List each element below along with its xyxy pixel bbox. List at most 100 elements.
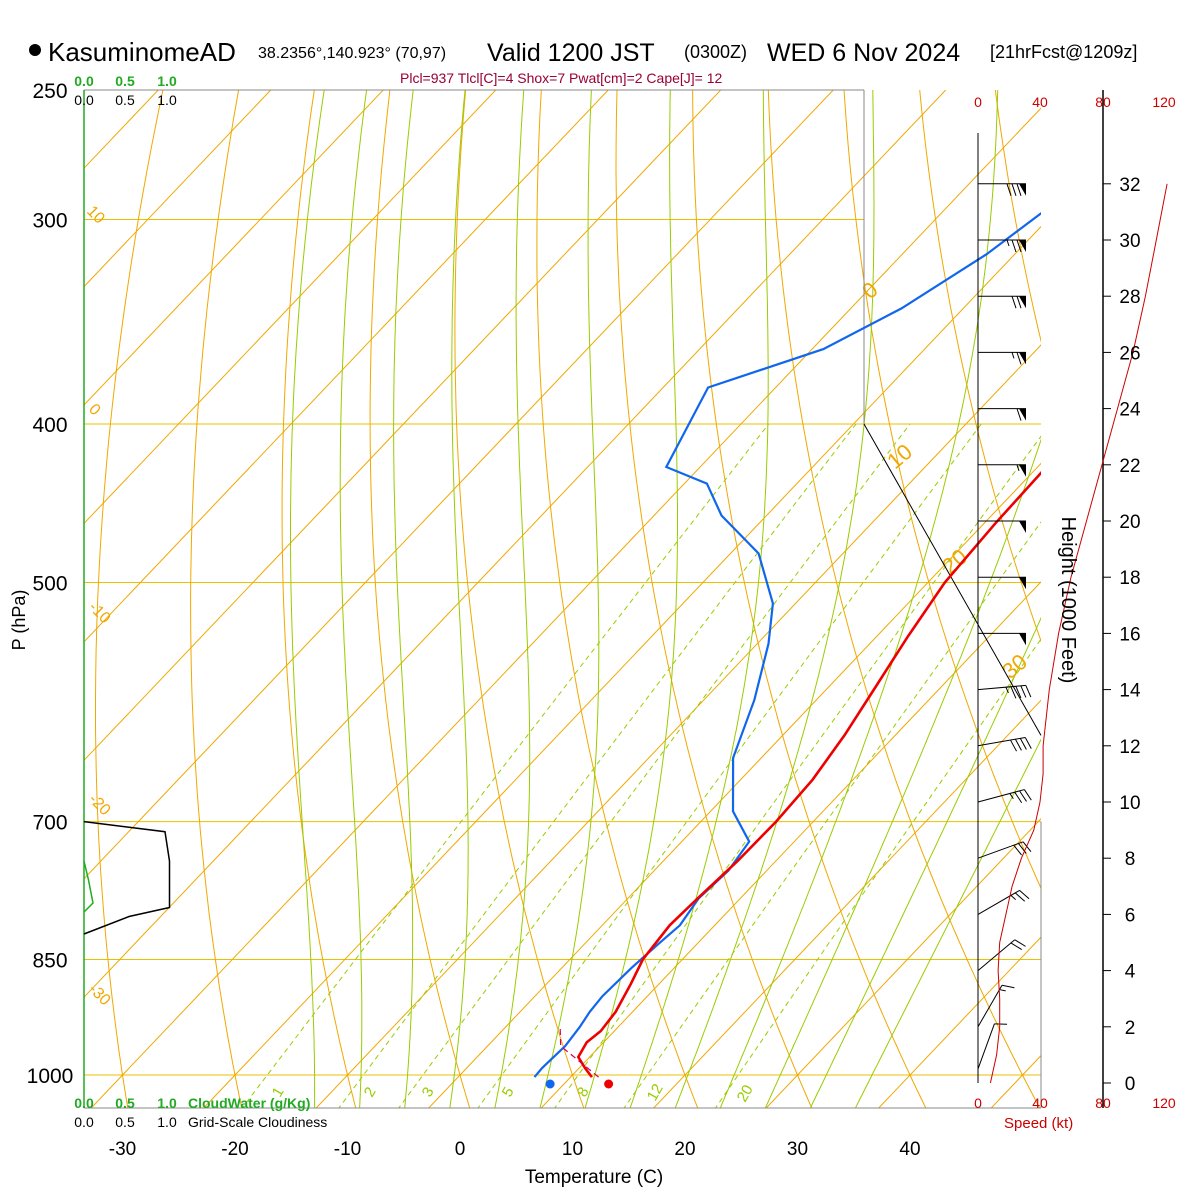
- isotherm-label: -20: [85, 791, 113, 819]
- mixing-ratio-line: [338, 423, 857, 1108]
- cloudwater-line: [83, 860, 94, 913]
- sounding-indices: Plcl=937 Tlcl[C]=4 Shox=7 Pwat[cm]=2 Cap…: [400, 70, 723, 86]
- height-tick-label: 18: [1119, 568, 1140, 589]
- wind-barb: [978, 464, 1026, 477]
- speed-height-panel: 0246810121416182022242628303200404080801…: [974, 90, 1176, 1111]
- barb-flag: [1018, 843, 1027, 854]
- moist-adiabat-line: [339, 90, 368, 1108]
- moist-adiabat-line: [494, 90, 531, 1108]
- wind-barb: [977, 841, 1032, 859]
- sounding-traces: [533, 212, 1041, 1089]
- isotherm-line: [653, 699, 1041, 1108]
- wind-barb: [977, 684, 1032, 699]
- mixing-ratio-label: 5: [499, 1084, 518, 1100]
- height-tick-label: 30: [1119, 231, 1140, 252]
- speed-axis-title: Speed (kt): [1004, 1115, 1073, 1132]
- pressure-tick-label: 300: [32, 210, 67, 233]
- moist-adiabat-line: [539, 90, 600, 1108]
- barb-flag: [1014, 892, 1026, 902]
- barb-half-flag: [1016, 464, 1020, 471]
- barb-pennant: [1019, 521, 1026, 533]
- moist-adiabat-line: [719, 90, 999, 1108]
- isotherm-line: [990, 1054, 1041, 1108]
- temperature-tick-label: -30: [109, 1139, 136, 1160]
- cloudwater-tick-top: 0.0: [74, 73, 94, 89]
- mixing-ratio-label: 20: [734, 1082, 757, 1105]
- wind-barb: [977, 1023, 1008, 1070]
- cloudiness-tick-bottom: 1.0: [157, 1114, 177, 1130]
- barb-shaft: [977, 684, 1026, 691]
- isotherm-line: [84, 90, 272, 288]
- wind-barb: [978, 183, 1026, 196]
- mixing-ratio-line: [554, 435, 1041, 1108]
- moist-adiabat-line: [809, 616, 1041, 1108]
- speed-tick-bottom: 40: [1032, 1095, 1048, 1111]
- isotherm-line: [540, 581, 1041, 1108]
- moist-adiabat-line: [629, 90, 769, 1108]
- barb-pennant: [1019, 633, 1026, 646]
- dry-adiabat-line: [615, 90, 813, 1108]
- wind-barb: [977, 789, 1032, 803]
- station-name: KasuminomeAD: [48, 37, 236, 67]
- isotherm-line: [84, 90, 609, 643]
- dry-adiabat-line: [767, 90, 1041, 1108]
- barb-flag: [1013, 844, 1022, 856]
- speed-tick-top: 120: [1152, 94, 1176, 110]
- barb-half-flag: [1006, 239, 1010, 247]
- speed-tick-top: 80: [1095, 94, 1111, 110]
- dry-adiabat-label: 0: [857, 277, 882, 304]
- barb-shaft: [977, 789, 1025, 803]
- cloudwater-tick-bottom: 0.0: [74, 1095, 94, 1111]
- barb-pennant: [1019, 296, 1026, 309]
- cloudiness-line: [83, 820, 171, 935]
- temperature-tick-label: -10: [334, 1139, 361, 1160]
- barb-flag: [1011, 239, 1017, 253]
- barb-flag: [1001, 984, 1015, 989]
- isotherm-line: [84, 90, 384, 406]
- mixing-ratio-line: [241, 423, 770, 1108]
- wind-barb: [977, 889, 1030, 915]
- barb-flag: [1015, 686, 1022, 699]
- isotherm-line: [84, 90, 722, 762]
- dry-adiabat-line: [454, 90, 585, 1108]
- height-tick-label: 28: [1119, 287, 1140, 308]
- dry-adiabat-line: [190, 90, 243, 1108]
- moist-adiabat-line: [449, 90, 469, 1108]
- temperature-tick-label: 20: [674, 1139, 695, 1160]
- wind-barb: [978, 408, 1026, 421]
- barb-flag: [1011, 296, 1017, 309]
- mixing-ratio-line: [623, 521, 1041, 1108]
- wind-barbs: [977, 183, 1032, 1070]
- height-axis-title: Height (1000 Feet): [1057, 517, 1079, 684]
- dry-adiabat-line: [919, 90, 1041, 643]
- speed-tick-top: 0: [974, 94, 982, 110]
- mixing-ratio-label: 3: [419, 1084, 438, 1100]
- barb-half-flag: [1009, 793, 1014, 800]
- height-tick-label: 8: [1125, 849, 1136, 870]
- moist-adiabat-line: [584, 90, 678, 1108]
- mixing-ratio-label: 2: [361, 1084, 380, 1100]
- x-axis-title: Temperature (C): [525, 1167, 663, 1188]
- wind-barb: [977, 939, 1026, 971]
- barb-flag: [1019, 790, 1027, 802]
- speed-tick-bottom: 120: [1152, 1095, 1176, 1111]
- station-coords: 38.2356°,140.923° (70,97): [258, 45, 446, 62]
- isotherm-line: [765, 818, 1041, 1108]
- temperature-tick-label: 0: [455, 1139, 466, 1160]
- barb-flag: [1016, 239, 1022, 253]
- cloudiness-tick-bottom: 0.5: [115, 1114, 135, 1130]
- mixing-ratio-line: [714, 638, 1041, 1108]
- barb-flag: [1010, 686, 1017, 699]
- cloud-profiles: [83, 820, 171, 935]
- isotherm-line: [315, 344, 1041, 1108]
- height-tick-label: 20: [1119, 512, 1140, 533]
- dry-adiabat-line: [994, 90, 1041, 343]
- barb-pennant: [1019, 577, 1026, 590]
- barb-shaft: [977, 984, 1003, 1028]
- barb-flag: [1020, 685, 1027, 698]
- cloudwater-tick-bottom: 0.5: [115, 1095, 135, 1111]
- barb-flag: [1010, 942, 1022, 951]
- isotherm-line: [84, 90, 497, 525]
- cloudwater-tick-top: 0.5: [115, 73, 135, 89]
- cloudwater-axis-title: CloudWater (g/Kg): [188, 1095, 310, 1111]
